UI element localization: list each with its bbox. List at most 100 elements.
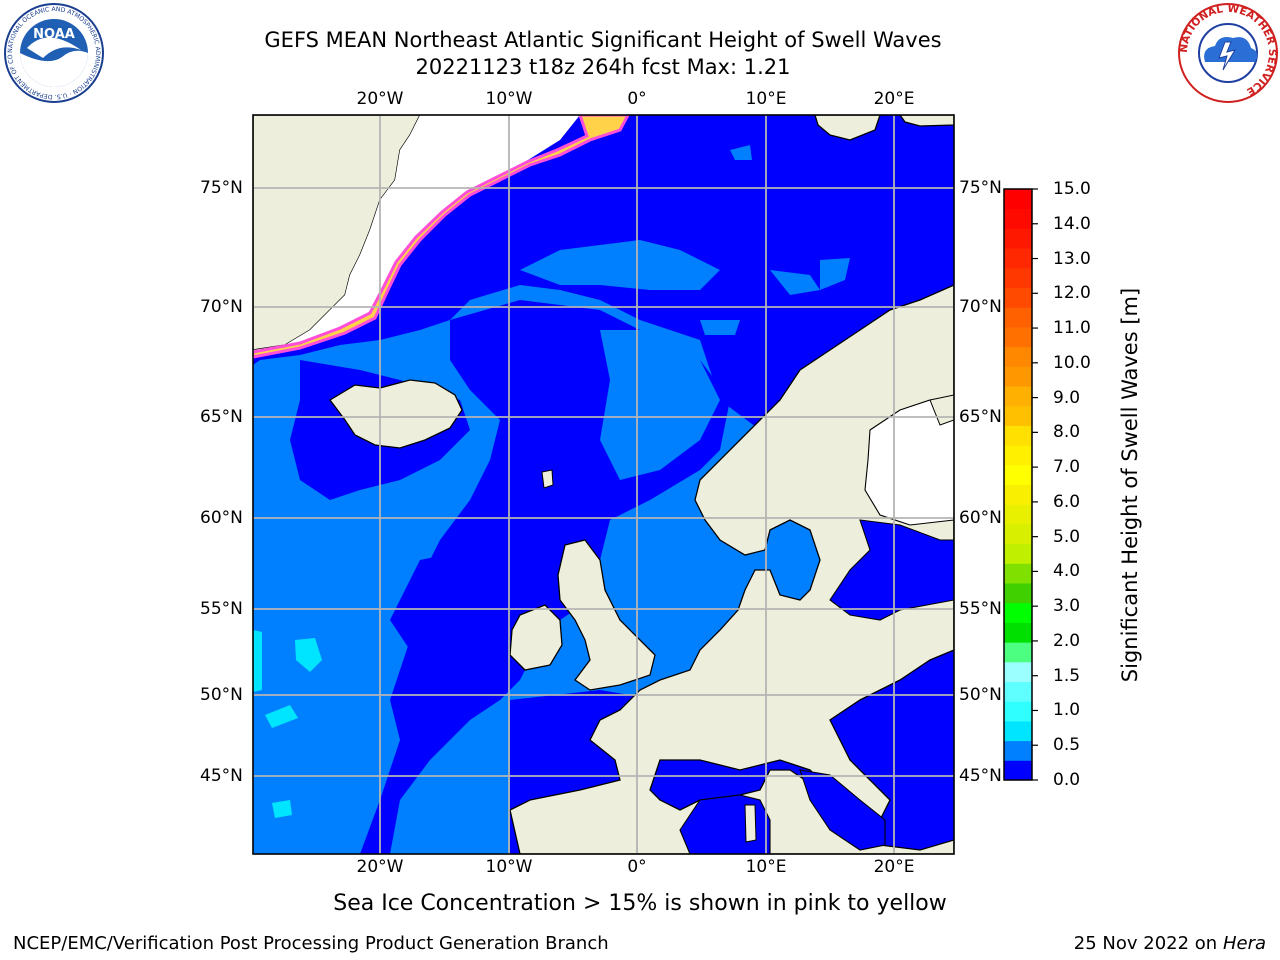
land-faroe — [541, 469, 554, 489]
colorbar-label: Significant Height of Swell Waves [m] — [1118, 287, 1142, 683]
colorbar-tick-label: 2.0 — [1053, 630, 1081, 651]
colorbar-segment — [1004, 720, 1032, 742]
colorbar-segment — [1004, 464, 1032, 485]
colorbar-tick-label: 1.0 — [1053, 700, 1081, 721]
colorbar-segment — [1004, 622, 1032, 643]
ocean-mid-patches — [520, 145, 850, 480]
noaa-logo: NATIONAL OCEANIC AND ATMOSPHERIC ADMINIS… — [3, 2, 104, 103]
land-svalbard — [814, 115, 881, 141]
colorbar-tick-label: 3.0 — [1053, 596, 1081, 617]
colorbar-segment — [1004, 346, 1032, 367]
lat-label-left: 70°N — [200, 297, 243, 317]
noaa-logo-text: NOAA — [33, 27, 75, 42]
colorbar-tick-label: 15.0 — [1053, 179, 1091, 199]
colorbar-tick-label: 5.0 — [1053, 526, 1081, 547]
colorbar-tick-label: 8.0 — [1053, 422, 1081, 443]
colorbar-tick-label: 0.5 — [1053, 735, 1081, 756]
colorbar-segment — [1004, 523, 1032, 545]
lon-label-bottom: 0° — [627, 857, 647, 877]
colorbar-frame — [1003, 188, 1033, 781]
colorbar-segment — [1004, 484, 1032, 505]
colorbar-segment — [1004, 642, 1032, 663]
colorbar-segment — [1004, 287, 1032, 308]
colorbar-tick-label: 10.0 — [1053, 352, 1091, 373]
lon-label-bottom: 10°W — [485, 857, 533, 877]
lat-label-left: 60°N — [200, 508, 243, 528]
chart-subtitle: 20221123 t18z 264h fcst Max: 1.21 — [415, 55, 791, 79]
chart-title: GEFS MEAN Northeast Atlantic Significant… — [264, 28, 942, 52]
colorbar-segment — [1004, 563, 1032, 584]
colorbar-segment — [1004, 740, 1032, 761]
ocean-cyan-patches — [253, 630, 322, 818]
lat-label-left: 45°N — [200, 766, 243, 786]
colorbar-tick-label: 12.0 — [1053, 283, 1091, 304]
sea-ice-edge — [253, 115, 630, 359]
colorbar-tick-label: 1.5 — [1053, 665, 1081, 686]
lat-label-left: 50°N — [200, 685, 243, 705]
land-iceland — [329, 379, 463, 449]
colorbar-segment — [1004, 602, 1032, 623]
map-gridlines — [253, 115, 954, 854]
colorbar-segment — [1004, 425, 1032, 446]
lat-label-right: 50°N — [959, 685, 1002, 705]
ocean-baltic — [829, 519, 954, 621]
lat-label-right: 45°N — [959, 766, 1002, 786]
sea-ice-note: Sea Ice Concentration > 15% is shown in … — [333, 891, 947, 916]
colorbar — [1003, 188, 1038, 781]
colorbar-segment — [1004, 386, 1032, 407]
colorbar-segment — [1004, 248, 1032, 269]
colorbar-tick-label: 13.0 — [1053, 248, 1091, 269]
ocean-adriatic — [799, 769, 886, 851]
colorbar-tick-label: 11.0 — [1053, 318, 1091, 339]
credit-line: NCEP/EMC/Verification Post Processing Pr… — [13, 933, 609, 954]
lat-label-right: 55°N — [959, 599, 1002, 619]
lat-label-right: 75°N — [959, 178, 1002, 198]
lat-label-right: 70°N — [959, 297, 1002, 317]
lon-label-bottom: 20°E — [873, 857, 915, 877]
colorbar-segment — [1004, 445, 1032, 466]
lon-label-top: 20°E — [873, 89, 915, 109]
colorbar-segment — [1004, 543, 1032, 564]
lon-label-top: 10°E — [745, 89, 787, 109]
colorbar-tick-label: 9.0 — [1053, 387, 1081, 408]
lat-label-left: 65°N — [200, 407, 243, 427]
colorbar-segment — [1004, 504, 1032, 525]
land-great-britain — [557, 539, 656, 691]
colorbar-tick-label: 7.0 — [1053, 457, 1081, 478]
land-franz-josef — [899, 115, 954, 127]
colorbar-tick-label: 0.0 — [1053, 770, 1081, 790]
colorbar-segment — [1004, 267, 1032, 288]
colorbar-tick-label: 4.0 — [1053, 561, 1081, 582]
lon-label-bottom: 10°E — [745, 857, 787, 877]
colorbar-segment — [1004, 208, 1032, 229]
date-text: 25 Nov 2022 — [1073, 933, 1190, 954]
machine-name: Hera — [1222, 933, 1266, 954]
lon-label-top: 20°W — [356, 89, 404, 109]
colorbar-segment — [1004, 701, 1032, 722]
date-stamp: 25 Nov 2022 on Hera — [1074, 933, 1266, 955]
land-ireland — [509, 604, 563, 671]
lat-label-left: 55°N — [200, 599, 243, 619]
lat-label-right: 65°N — [959, 407, 1002, 427]
colorbar-segment — [1004, 405, 1032, 426]
colorbar-segment — [1004, 760, 1032, 781]
lon-label-top: 10°W — [485, 89, 533, 109]
lon-label-bottom: 20°W — [356, 857, 404, 877]
map-frame — [252, 114, 955, 855]
colorbar-segment — [1004, 366, 1032, 387]
date-on: on — [1194, 933, 1218, 954]
lat-label-left: 75°N — [200, 178, 243, 198]
land-corsica — [744, 804, 757, 843]
colorbar-segment — [1004, 307, 1032, 328]
nws-logo: NATIONAL WEATHER SERVICE — [1178, 3, 1278, 103]
colorbar-segment — [1004, 681, 1032, 702]
colorbar-tick-label: 14.0 — [1053, 213, 1091, 234]
colorbar-segment — [1004, 326, 1032, 348]
lat-label-right: 60°N — [959, 508, 1002, 528]
colorbar-segment — [1004, 189, 1032, 210]
colorbar-segment — [1004, 228, 1032, 249]
colorbar-segment — [1004, 583, 1032, 604]
colorbar-segment — [1004, 661, 1032, 682]
ice-bothnia — [864, 399, 954, 526]
